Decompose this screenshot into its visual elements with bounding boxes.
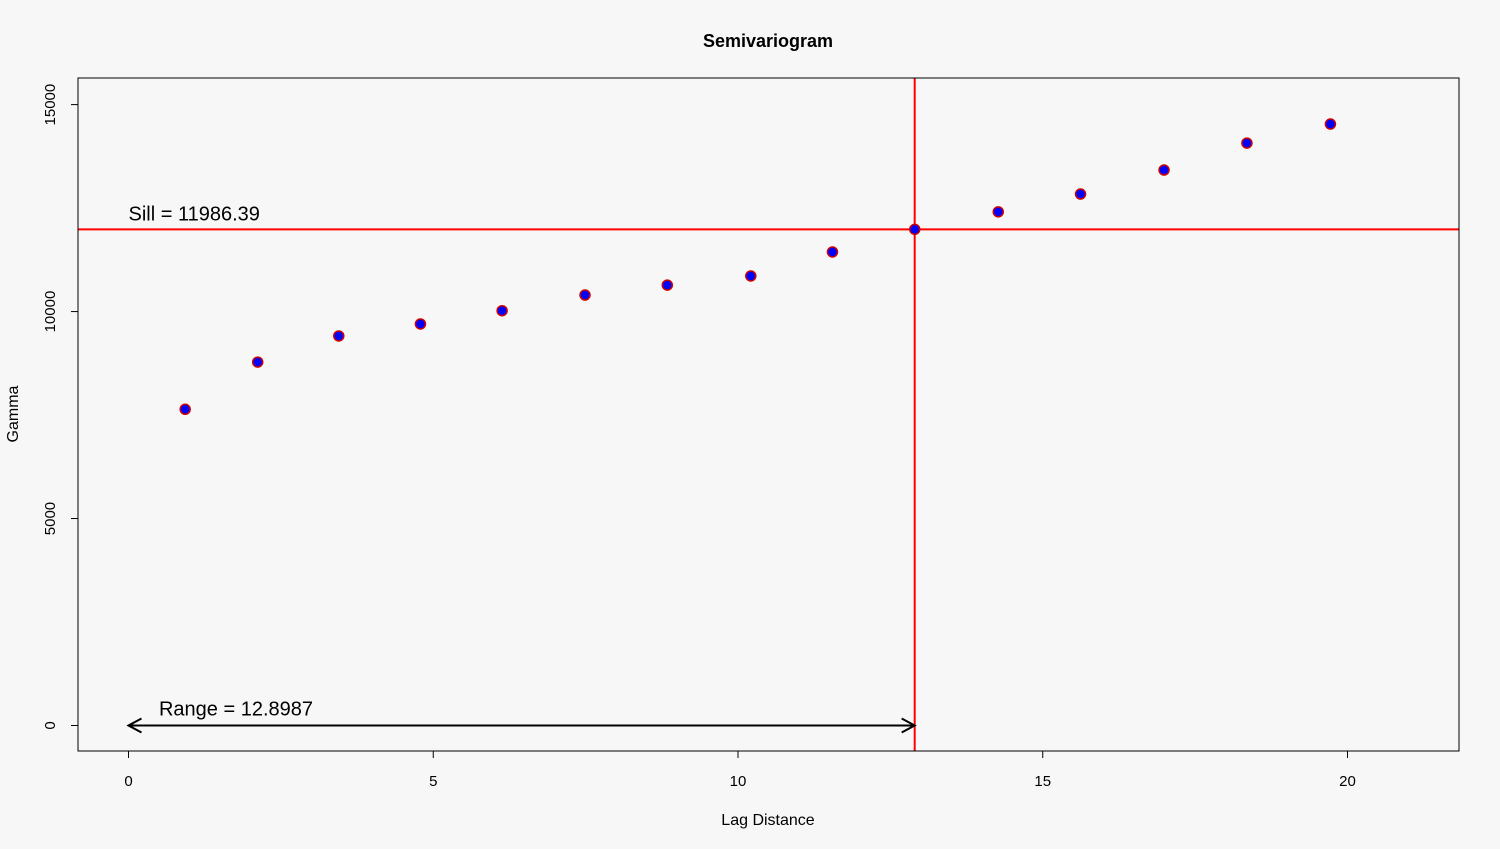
data-point [179, 403, 191, 416]
data-point [1158, 164, 1170, 176]
range-annotation: Range = 12.8987 [159, 699, 313, 721]
data-point [661, 279, 674, 291]
x-tick-label: 0 [124, 773, 132, 790]
y-tick-label: 5000 [42, 502, 59, 535]
data-point [414, 318, 427, 330]
sill-annotation: Sill = 11986.39 [129, 203, 260, 225]
y-axis: 0 5000 10000 15000 [42, 84, 79, 730]
x-tick-label: 5 [429, 773, 437, 790]
y-tick-label: 10000 [42, 291, 59, 333]
data-point [496, 304, 508, 317]
x-axis-label: Lag Distance [721, 812, 814, 829]
plot-area: Sill = 11986.39 Range = 12.8987 [78, 78, 1459, 751]
y-tick-label: 15000 [42, 84, 59, 126]
data-point [909, 223, 921, 236]
y-tick-label: 0 [42, 721, 59, 729]
x-tick-label: 15 [1034, 773, 1051, 790]
data-point [745, 270, 757, 282]
x-tick-label: 10 [730, 773, 747, 790]
chart-title: Semivariogram [703, 31, 833, 51]
y-axis-label: Gamma [5, 385, 22, 442]
data-point [1324, 118, 1337, 130]
range-arrow [126, 717, 917, 734]
data-point [333, 330, 345, 342]
data-point [251, 356, 264, 368]
data-points [179, 118, 1337, 416]
data-point [826, 246, 839, 258]
data-point [579, 289, 591, 301]
data-point [992, 206, 1005, 218]
x-axis: 0 5 10 15 20 [124, 750, 1356, 790]
x-tick-label: 20 [1339, 773, 1356, 790]
data-point [1074, 188, 1087, 200]
data-point [1241, 137, 1253, 149]
